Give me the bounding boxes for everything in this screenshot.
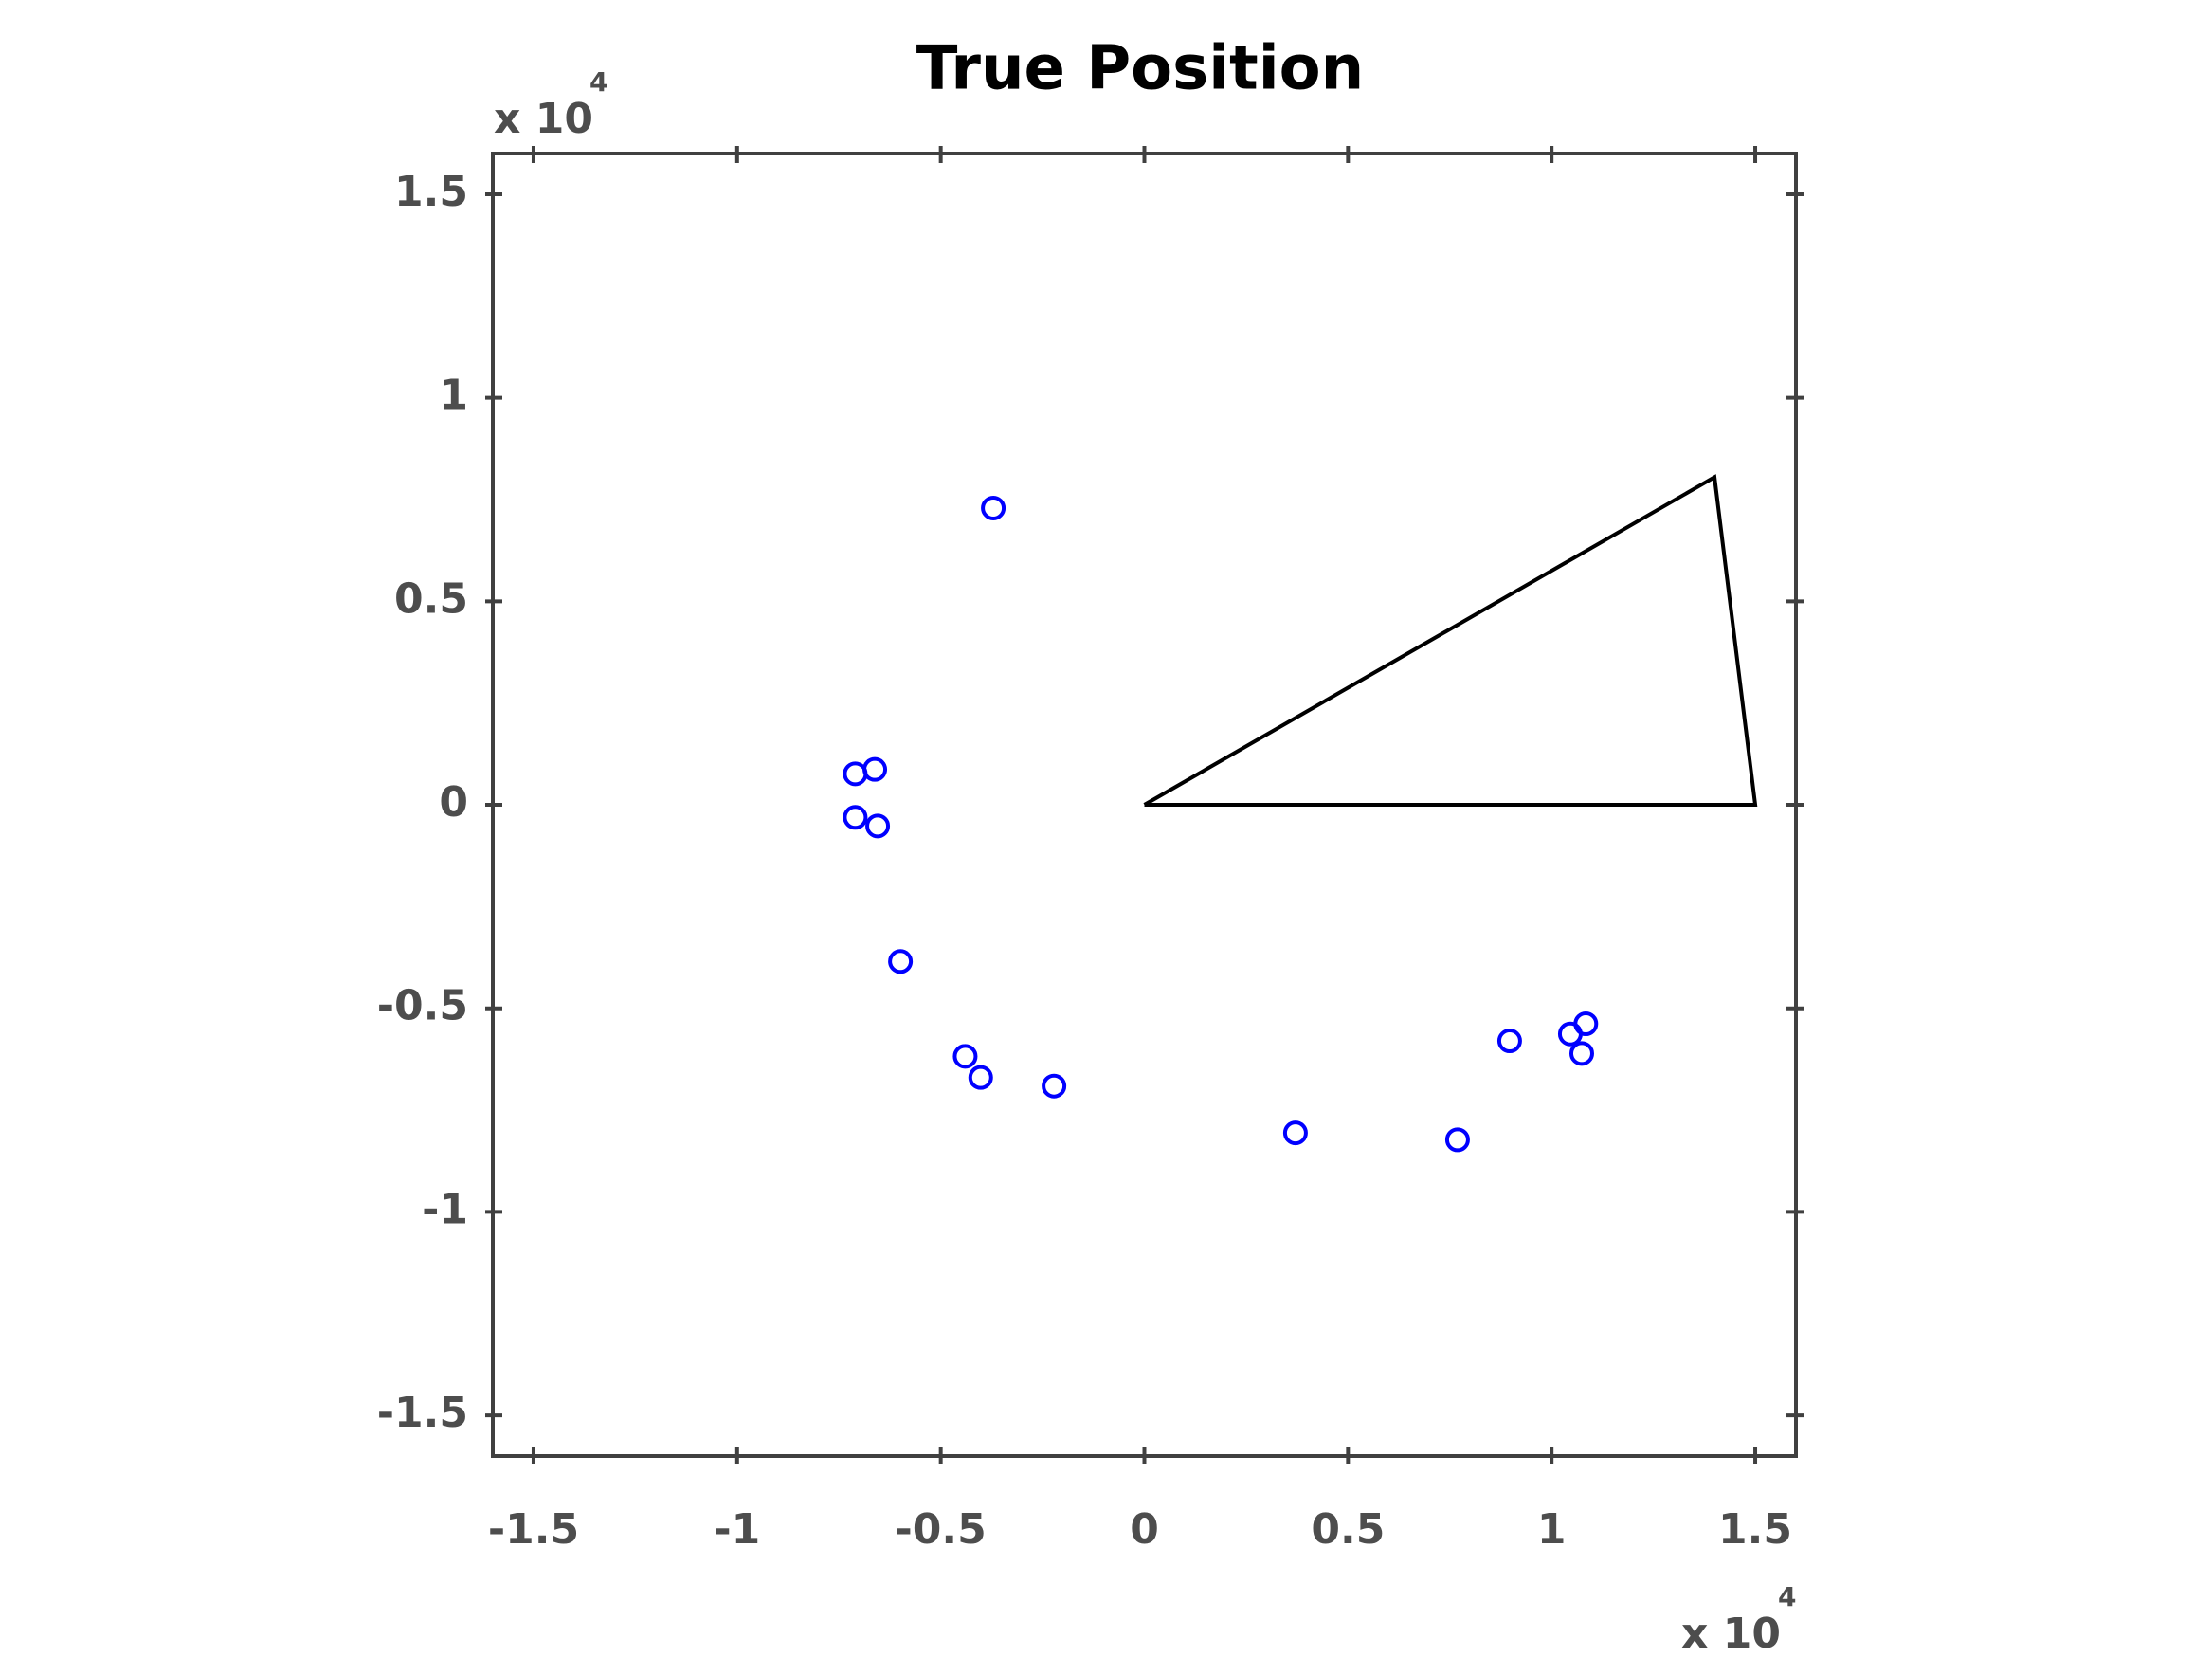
point	[1444, 1127, 1470, 1153]
point	[1573, 1011, 1599, 1037]
point	[1282, 1120, 1308, 1146]
y-tick-label: -0.5	[377, 982, 468, 1030]
x-tick-label: -1	[714, 1505, 760, 1554]
y-tick-label: 0	[439, 778, 468, 827]
y-multiplier: x 10	[494, 95, 593, 143]
y-tick-label: 1	[439, 372, 468, 420]
y-tick-label: -1.5	[377, 1389, 468, 1437]
x-tick-label: 0	[1130, 1505, 1159, 1554]
point	[888, 949, 914, 974]
y-exponent: 4	[589, 66, 607, 98]
point	[1042, 1073, 1067, 1099]
point	[952, 1044, 978, 1069]
point	[981, 495, 1006, 520]
point	[1568, 1041, 1594, 1066]
point	[862, 756, 888, 782]
x-tick-label: -0.5	[896, 1505, 987, 1554]
point	[1496, 1029, 1522, 1054]
x-tick-label: 1.5	[1718, 1505, 1792, 1554]
point	[843, 761, 868, 787]
x-multiplier: x 10	[1681, 1610, 1781, 1657]
x-exponent: 4	[1778, 1581, 1796, 1612]
point	[865, 813, 891, 839]
y-tick-label: 1.5	[394, 168, 468, 216]
point	[843, 805, 868, 830]
chart-title: True Position	[916, 34, 1364, 104]
x-tick-label: 0.5	[1311, 1505, 1385, 1554]
x-tick-label: -1.5	[488, 1505, 579, 1554]
line	[1143, 474, 1758, 807]
point	[968, 1065, 993, 1090]
y-tick-label: -1	[422, 1185, 468, 1233]
x-tick-label: 1	[1537, 1505, 1567, 1554]
y-tick-label: 0.5	[394, 574, 468, 623]
